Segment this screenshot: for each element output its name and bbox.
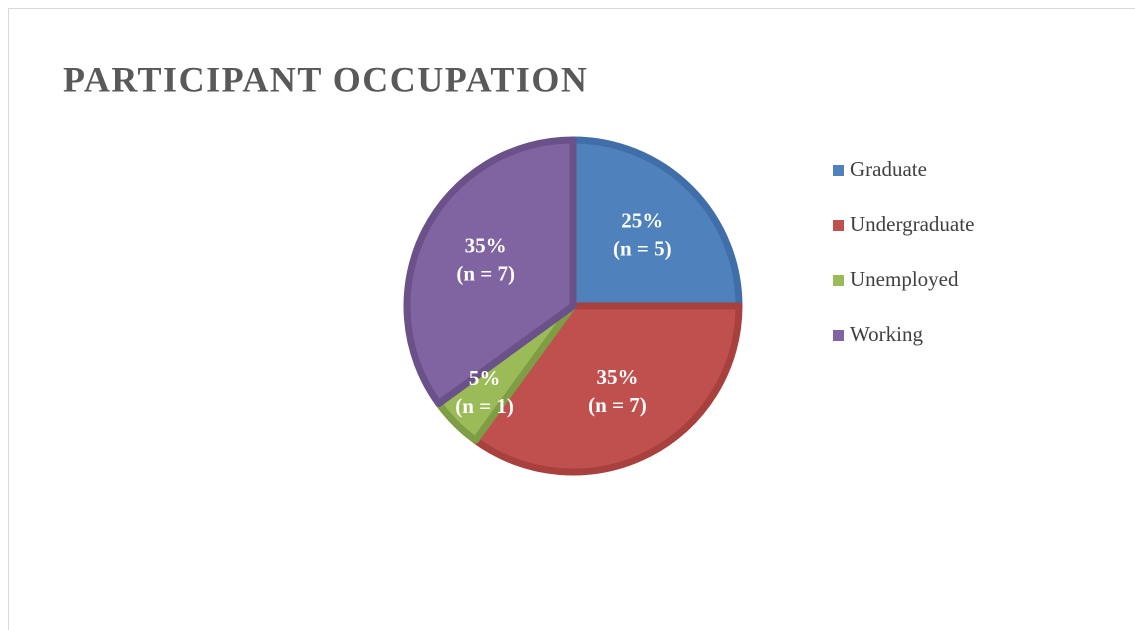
chart-title: PARTICIPANT OCCUPATION [63, 59, 588, 99]
frame [8, 8, 1135, 630]
data-label: 25% [621, 209, 663, 233]
legend-label: Working [850, 322, 923, 346]
data-label: (n = 5) [613, 237, 672, 261]
data-label: 35% [465, 233, 507, 257]
legend-swatch [833, 330, 844, 341]
data-label: (n = 7) [588, 393, 647, 417]
legend-swatch [833, 165, 844, 176]
legend-swatch [833, 220, 844, 231]
data-label: 35% [596, 365, 638, 389]
data-label: (n = 7) [456, 261, 515, 285]
legend-label: Undergraduate [850, 212, 974, 236]
pie-slice [471, 302, 743, 476]
legend-swatch [833, 275, 844, 286]
data-label: 5% [469, 366, 501, 390]
legend-label: Unemployed [850, 267, 959, 291]
pie-slice [569, 136, 743, 310]
legend-label: Graduate [850, 157, 927, 181]
pie-slice [403, 136, 577, 408]
data-label: (n = 1) [455, 394, 514, 418]
